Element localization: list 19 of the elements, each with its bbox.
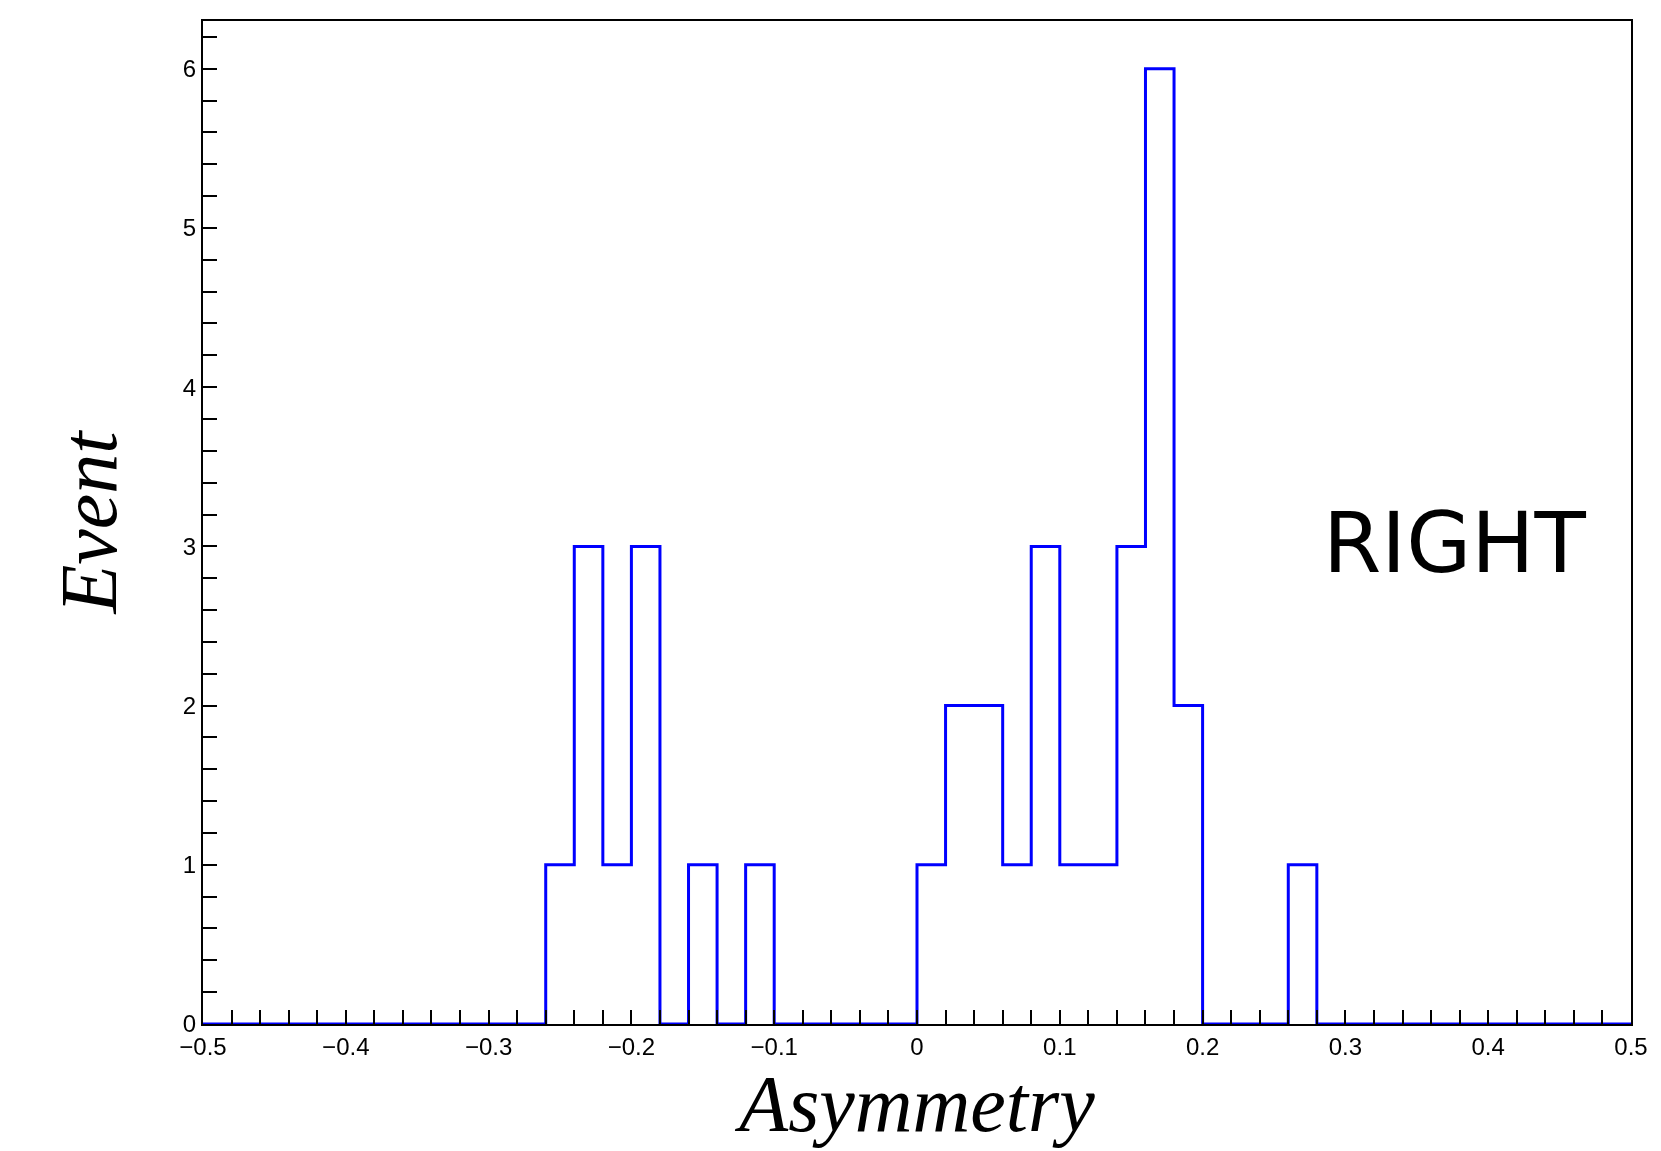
y-tick-label: 4 bbox=[182, 373, 197, 401]
annotation: RIGHT bbox=[1323, 494, 1587, 592]
x-tick-label: 0.4 bbox=[1471, 1032, 1505, 1060]
x-tick-label: 0.1 bbox=[1043, 1032, 1077, 1060]
x-tick-label: 0 bbox=[910, 1032, 924, 1060]
x-tick-label: 0.3 bbox=[1328, 1032, 1363, 1060]
x-tick-label: −0.1 bbox=[750, 1032, 798, 1060]
x-axis-title: Asymmetry bbox=[734, 1059, 1096, 1148]
x-tick-label: −0.4 bbox=[322, 1032, 370, 1060]
x-tick-label: 0.5 bbox=[1614, 1032, 1648, 1060]
x-tick-label: −0.2 bbox=[607, 1032, 656, 1060]
y-tick-label: 3 bbox=[182, 532, 197, 560]
y-tick-label: 1 bbox=[182, 851, 197, 879]
y-axis-title: Event bbox=[44, 429, 133, 615]
x-tick-label: 0.2 bbox=[1185, 1032, 1220, 1060]
y-tick-label: 5 bbox=[182, 214, 197, 242]
y-tick-label: 2 bbox=[182, 691, 197, 719]
y-tick-label: 6 bbox=[182, 55, 197, 83]
x-tick-label: −0.3 bbox=[464, 1032, 513, 1060]
